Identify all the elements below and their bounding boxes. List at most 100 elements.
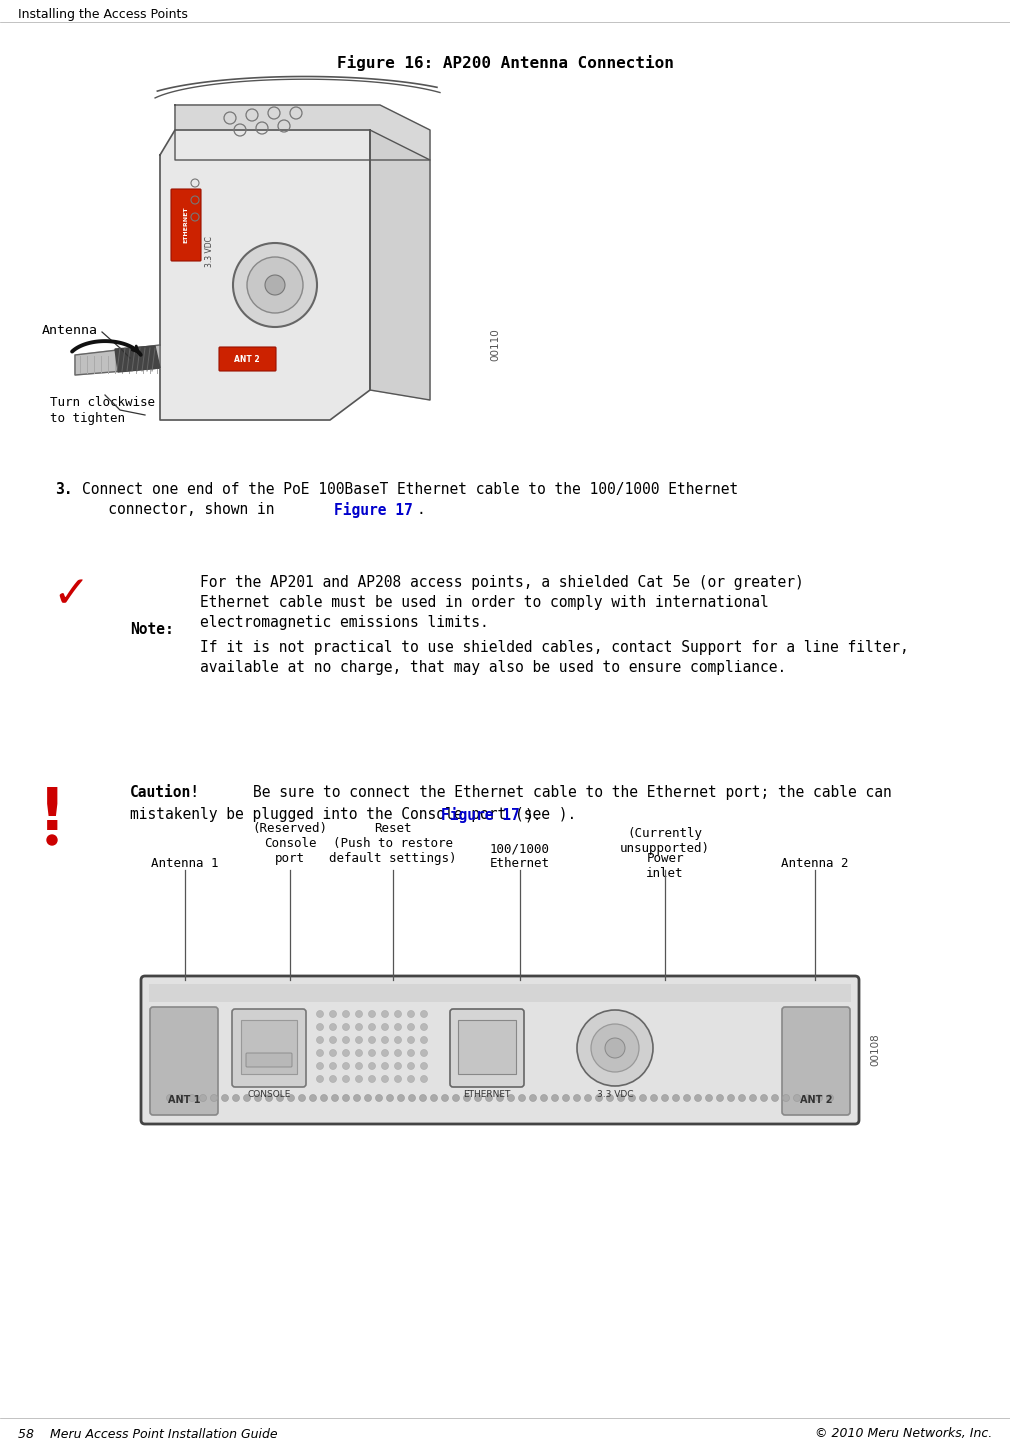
Circle shape <box>805 1095 811 1102</box>
Circle shape <box>650 1095 658 1102</box>
Circle shape <box>369 1063 376 1070</box>
Circle shape <box>329 1063 336 1070</box>
Text: For the AP201 and AP208 access points, a shielded Cat 5e (or greater): For the AP201 and AP208 access points, a… <box>200 576 804 590</box>
Text: Turn clockwise: Turn clockwise <box>50 396 155 409</box>
Text: ✓: ✓ <box>52 574 89 616</box>
Circle shape <box>189 1095 196 1102</box>
Circle shape <box>247 257 303 313</box>
FancyBboxPatch shape <box>232 1009 306 1088</box>
Circle shape <box>395 1011 402 1018</box>
Text: Connect one end of the PoE 100BaseT Ethernet cable to the 100/1000 Ethernet: Connect one end of the PoE 100BaseT Ethe… <box>82 481 738 497</box>
Circle shape <box>407 1024 414 1031</box>
Circle shape <box>540 1095 547 1102</box>
Circle shape <box>585 1095 592 1102</box>
Circle shape <box>529 1095 536 1102</box>
Circle shape <box>210 1095 217 1102</box>
Text: ).: ). <box>524 808 541 822</box>
Circle shape <box>563 1095 570 1102</box>
Text: electromagnetic emissions limits.: electromagnetic emissions limits. <box>200 615 489 629</box>
Circle shape <box>167 1095 174 1102</box>
Circle shape <box>464 1095 471 1102</box>
Text: ANT 2: ANT 2 <box>800 1095 832 1105</box>
Circle shape <box>277 1095 284 1102</box>
Text: Figure 17: Figure 17 <box>441 808 520 824</box>
FancyBboxPatch shape <box>450 1009 524 1088</box>
Circle shape <box>761 1095 768 1102</box>
Circle shape <box>316 1050 323 1057</box>
Text: available at no charge, that may also be used to ensure compliance.: available at no charge, that may also be… <box>200 660 786 676</box>
Circle shape <box>684 1095 691 1102</box>
Circle shape <box>706 1095 712 1102</box>
FancyBboxPatch shape <box>241 1019 297 1074</box>
Text: Antenna 1: Antenna 1 <box>152 857 219 870</box>
Text: Antenna 2: Antenna 2 <box>782 857 848 870</box>
Polygon shape <box>160 130 370 420</box>
Circle shape <box>695 1095 702 1102</box>
Circle shape <box>395 1050 402 1057</box>
Circle shape <box>395 1037 402 1044</box>
Bar <box>149 985 851 1002</box>
Text: 3.3 VDC: 3.3 VDC <box>205 236 214 267</box>
Text: !: ! <box>38 784 66 841</box>
Circle shape <box>507 1095 514 1102</box>
Circle shape <box>452 1095 460 1102</box>
Circle shape <box>342 1095 349 1102</box>
Circle shape <box>354 1095 361 1102</box>
Circle shape <box>369 1076 376 1083</box>
Circle shape <box>316 1011 323 1018</box>
Circle shape <box>266 1095 273 1102</box>
Circle shape <box>772 1095 779 1102</box>
Circle shape <box>591 1024 639 1072</box>
Text: Reset
(Push to restore
default settings): Reset (Push to restore default settings) <box>329 822 457 866</box>
Polygon shape <box>115 347 160 373</box>
Circle shape <box>617 1095 624 1102</box>
Circle shape <box>255 1095 262 1102</box>
Circle shape <box>320 1095 327 1102</box>
Circle shape <box>382 1011 389 1018</box>
FancyBboxPatch shape <box>246 1053 292 1067</box>
Circle shape <box>815 1095 822 1102</box>
Circle shape <box>233 244 317 328</box>
Circle shape <box>382 1050 389 1057</box>
Circle shape <box>420 1024 427 1031</box>
FancyBboxPatch shape <box>141 976 858 1124</box>
Circle shape <box>716 1095 723 1102</box>
FancyBboxPatch shape <box>458 1019 516 1074</box>
Circle shape <box>497 1095 504 1102</box>
Circle shape <box>329 1011 336 1018</box>
Circle shape <box>420 1050 427 1057</box>
Circle shape <box>47 835 57 845</box>
Text: 00108: 00108 <box>870 1034 880 1066</box>
Text: 00110: 00110 <box>490 329 500 361</box>
Circle shape <box>200 1095 206 1102</box>
Text: ETHERNET: ETHERNET <box>184 207 189 244</box>
Circle shape <box>329 1076 336 1083</box>
Circle shape <box>356 1063 363 1070</box>
Circle shape <box>628 1095 635 1102</box>
Circle shape <box>486 1095 493 1102</box>
Circle shape <box>369 1011 376 1018</box>
Circle shape <box>369 1037 376 1044</box>
Circle shape <box>395 1076 402 1083</box>
Text: Antenna: Antenna <box>42 323 98 336</box>
Text: Ethernet cable must be used in order to comply with international: Ethernet cable must be used in order to … <box>200 594 769 610</box>
Text: CONSOLE: CONSOLE <box>247 1090 291 1099</box>
Circle shape <box>407 1037 414 1044</box>
Circle shape <box>356 1037 363 1044</box>
Circle shape <box>342 1037 349 1044</box>
Polygon shape <box>370 130 430 400</box>
Text: mistakenly be plugged into the Console port (see ).: mistakenly be plugged into the Console p… <box>130 808 577 822</box>
FancyBboxPatch shape <box>171 188 201 261</box>
Text: If it is not practical to use shielded cables, contact Support for a line filter: If it is not practical to use shielded c… <box>200 639 909 655</box>
Circle shape <box>356 1024 363 1031</box>
Circle shape <box>382 1063 389 1070</box>
Circle shape <box>342 1063 349 1070</box>
Circle shape <box>475 1095 482 1102</box>
Circle shape <box>639 1095 646 1102</box>
Circle shape <box>342 1076 349 1083</box>
Text: © 2010 Meru Networks, Inc.: © 2010 Meru Networks, Inc. <box>815 1427 992 1440</box>
Circle shape <box>288 1095 295 1102</box>
Circle shape <box>342 1024 349 1031</box>
Circle shape <box>738 1095 745 1102</box>
Circle shape <box>596 1095 603 1102</box>
